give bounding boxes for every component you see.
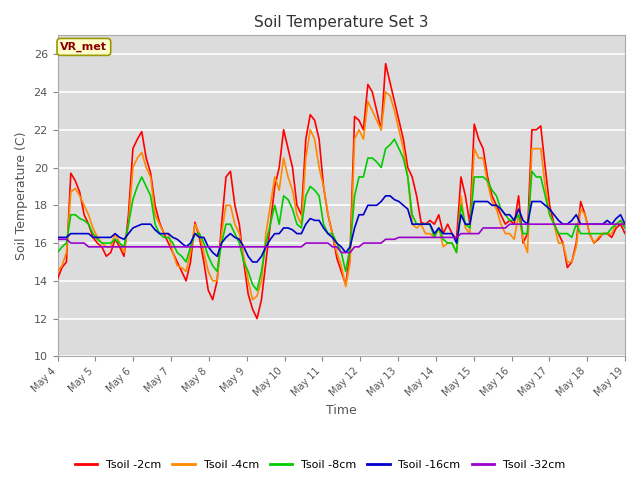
Legend: Tsoil -2cm, Tsoil -4cm, Tsoil -8cm, Tsoil -16cm, Tsoil -32cm: Tsoil -2cm, Tsoil -4cm, Tsoil -8cm, Tsoi… bbox=[70, 456, 570, 474]
X-axis label: Time: Time bbox=[326, 404, 356, 417]
Y-axis label: Soil Temperature (C): Soil Temperature (C) bbox=[15, 132, 28, 260]
Title: Soil Temperature Set 3: Soil Temperature Set 3 bbox=[254, 15, 429, 30]
Text: VR_met: VR_met bbox=[60, 42, 108, 52]
